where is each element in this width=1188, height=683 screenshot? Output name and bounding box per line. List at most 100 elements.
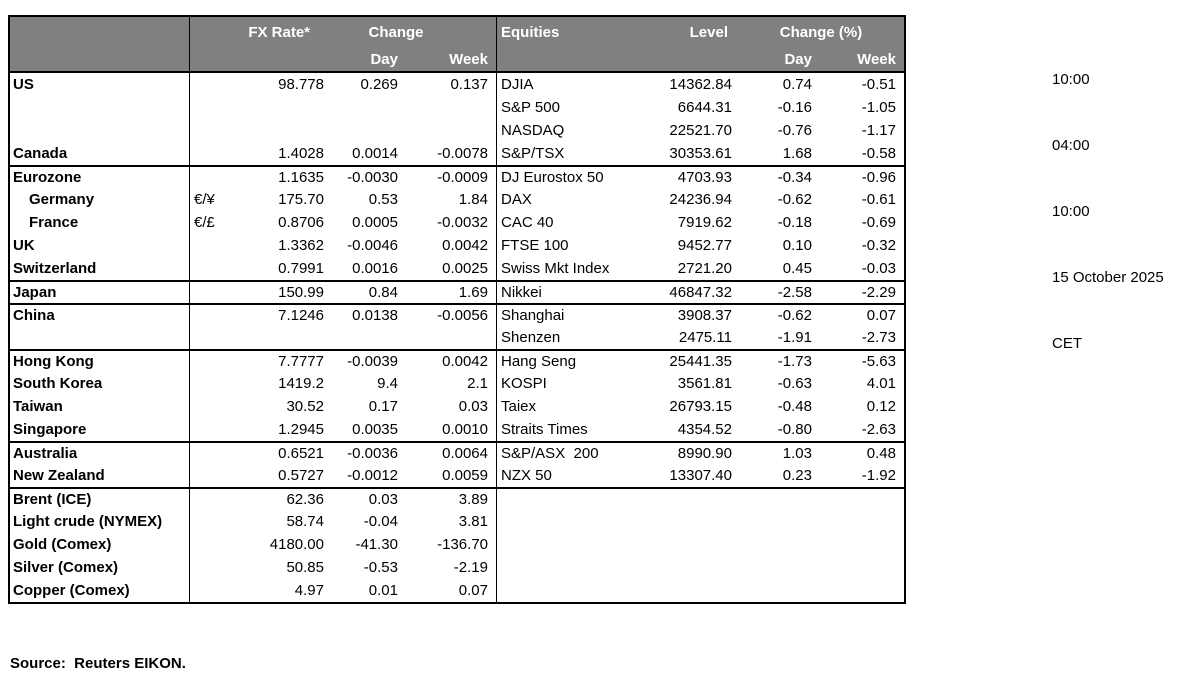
cell-level: 13307.40 [669,467,732,484]
cell-level: 26793.15 [669,398,732,415]
cell-eq: NZX 50 [496,464,643,487]
cell-fx [245,96,332,119]
table-row: New Zealand 0.5727 -0.0012 0.0059 NZX 50 1330… [10,464,904,487]
header-row-1: FX Rate* Change Equities Level Change (%… [10,17,904,47]
cell-level: 30353.61 [669,145,732,162]
cell-level: 7919.62 [677,214,732,231]
cell-symbol [190,533,245,556]
cell-week: 1.84 [458,191,488,208]
cell-eqweek: -1.92 [861,467,896,484]
cell-eq: FTSE 100 [496,234,643,257]
cell-fx: 7.7777 [278,353,324,370]
cell-level: 4354.52 [677,421,732,438]
header-eq-week: Week [857,50,896,68]
cell-day: -0.0012 [347,467,398,484]
cell-name: Australia [10,443,190,464]
cell-name: US [10,73,190,96]
cell-fx [245,326,332,349]
cell-eqweek: -2.29 [861,284,896,301]
cell-eqday: -0.62 [777,307,812,324]
cell-name: Switzerland [10,257,190,280]
cell-fx: 0.5727 [278,467,324,484]
cell-fx: 4.97 [294,582,324,599]
cell-eqday: -0.63 [777,375,812,392]
cell-level: 3908.37 [677,307,732,324]
cell-day: 0.269 [360,76,398,93]
cell-day: -0.53 [363,559,398,576]
cell-level: 46847.32 [669,284,732,301]
table-row: Hong Kong 7.7777 -0.0039 0.0042 Hang Seng 254… [10,349,904,372]
cell-fx: 0.8706 [278,214,324,231]
cell-eqday [738,510,818,533]
table-row: France €/£ 0.8706 0.0005 -0.0032 CAC 40 7919.6… [10,211,904,234]
cell-week: 0.07 [458,582,488,599]
cell-week [408,96,496,119]
header-blank-fx [245,47,332,71]
cell-name: Eurozone [10,167,190,188]
cell-fx: 7.1246 [278,307,324,324]
cell-eqday [738,489,818,510]
cell-eq: Shenzen [496,326,643,349]
cell-level: 8990.90 [677,445,732,462]
cell-eqweek: -0.51 [861,76,896,93]
cell-symbol: €/£ [194,214,215,231]
cell-week: 0.0042 [442,353,488,370]
table-row: South Korea 1419.2 9.4 2.1 KOSPI 3561.81 -0.63… [10,372,904,395]
cell-name: South Korea [10,372,190,395]
cell-week: -2.19 [453,559,488,576]
cell-name: New Zealand [10,464,190,487]
cell-eqday: -2.58 [777,284,812,301]
table-row: US 98.778 0.269 0.137 DJIA 14362.84 0.74 -0.51 [10,73,904,96]
cell-eqday: -0.80 [777,421,812,438]
cell-eq: CAC 40 [496,211,643,234]
cell-day: 0.84 [368,284,398,301]
cell-eqweek: -0.32 [861,237,896,254]
header-blank-symbol-2 [190,47,245,71]
cell-eq: S&P/ASX 200 [496,443,643,464]
cell-level: 4703.93 [677,169,732,186]
header-fx-rate: FX Rate* [248,23,310,41]
cell-eqday: 0.23 [782,467,812,484]
cell-eqweek: -2.63 [861,421,896,438]
cell-eqweek: -0.03 [861,260,896,277]
cell-day: 0.17 [368,398,398,415]
cell-eqweek: -0.61 [861,191,896,208]
header-change-pct: Change (%) [779,23,863,41]
table-row: Eurozone 1.1635 -0.0030 -0.0009 DJ Eurostox … [10,165,904,188]
cell-week: 0.0042 [442,237,488,254]
cell-eq: DAX [496,188,643,211]
cell-week: -0.0032 [437,214,488,231]
cell-symbol [190,73,245,96]
cell-symbol [190,510,245,533]
cell-name: France [10,211,190,234]
cell-eq [496,533,643,556]
cell-day: -0.04 [363,513,398,530]
cell-symbol [190,351,245,372]
cell-eqweek: -2.73 [861,329,896,346]
cell-name: China [10,305,190,326]
cell-day: 0.0014 [352,145,398,162]
timestamp-line-2: 04:00 [1052,137,1090,154]
cell-day: 9.4 [377,375,398,392]
cell-fx: 1.4028 [278,145,324,162]
header-blank-eqname [496,47,643,71]
cell-symbol [190,282,245,303]
table-row: Canada 1.4028 0.0014 -0.0078 S&P/TSX 30353.61… [10,142,904,165]
cell-level: 9452.77 [677,237,732,254]
cell-eqweek: -1.05 [861,99,896,116]
cell-name: Japan [10,282,190,303]
cell-week: 3.81 [458,513,488,530]
cell-eqweek [818,556,904,579]
cell-fx: 150.99 [278,284,324,301]
cell-day: 0.0016 [352,260,398,277]
cell-symbol [190,305,245,326]
table-body: US 98.778 0.269 0.137 DJIA 14362.84 0.74 -0.51 S… [10,73,904,602]
cell-symbol [190,326,245,349]
cell-eqday: -0.76 [777,122,812,139]
cell-level: 24236.94 [669,191,732,208]
cell-symbol [190,234,245,257]
table-row: Australia 0.6521 -0.0036 0.0064 S&P/ASX 200 8… [10,441,904,464]
cell-eqweek: -1.17 [861,122,896,139]
cell-eqday: 1.68 [782,145,812,162]
cell-eq: Nikkei [496,282,643,303]
